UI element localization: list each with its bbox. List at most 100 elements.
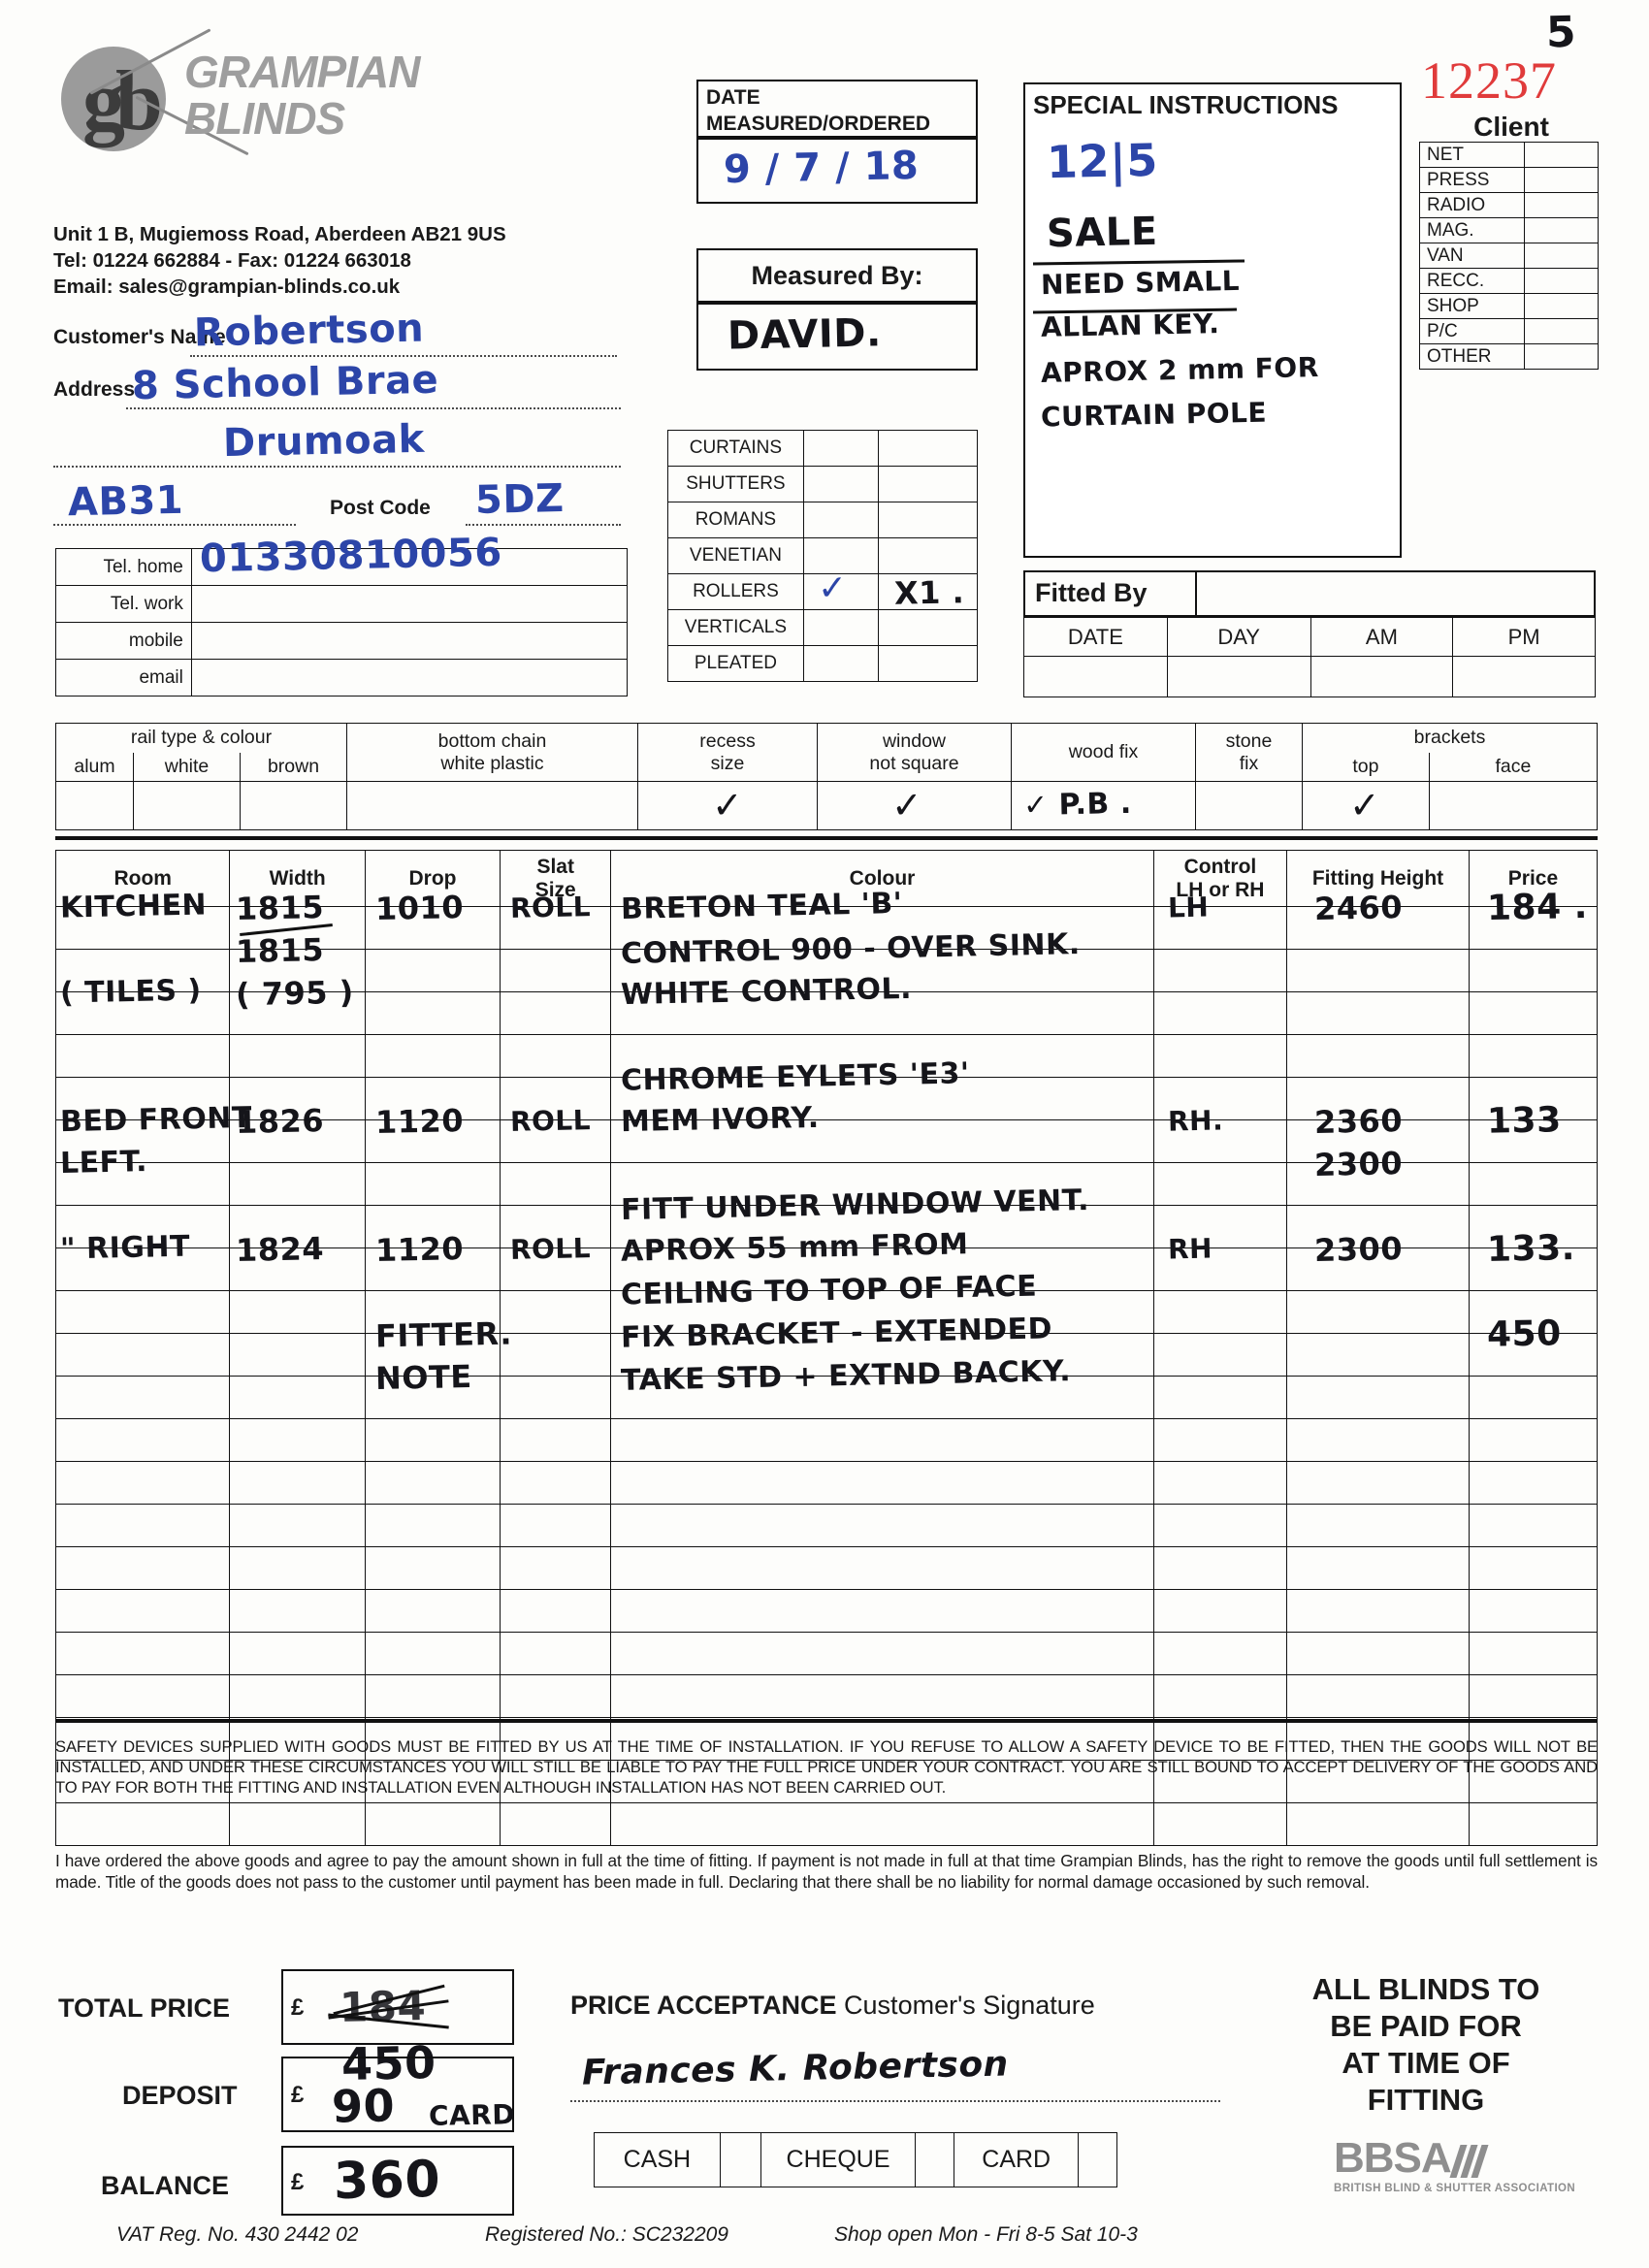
customer-name-field[interactable]: Customer's Name bbox=[53, 326, 226, 349]
payment-check-cash[interactable] bbox=[719, 2132, 761, 2187]
opt-val-alum[interactable] bbox=[55, 781, 134, 830]
item-cell-price[interactable] bbox=[1468, 991, 1599, 1035]
table-row[interactable]: NOTE TAKE STD + EXTND BACKY. bbox=[54, 1354, 1599, 1419]
item-cell-room[interactable] bbox=[54, 1290, 231, 1334]
product-row-pleated[interactable]: PLEATED bbox=[667, 645, 978, 682]
item-cell-fitting_height[interactable]: 2360 bbox=[1286, 1102, 1470, 1163]
item-cell-width[interactable]: ( 795 ) bbox=[229, 974, 366, 1035]
item-cell-empty[interactable] bbox=[1468, 1418, 1599, 1462]
item-cell-empty[interactable] bbox=[500, 1418, 612, 1462]
item-cell-room[interactable] bbox=[54, 1376, 231, 1419]
item-cell-empty[interactable] bbox=[364, 1418, 501, 1462]
item-cell-price[interactable] bbox=[1468, 1376, 1599, 1419]
item-cell-empty[interactable] bbox=[1286, 1461, 1470, 1505]
item-cell-empty[interactable] bbox=[54, 1546, 231, 1590]
table-row[interactable] bbox=[54, 1461, 1599, 1505]
date-measured-value-box[interactable]: 9 / 7 / 18 bbox=[696, 138, 978, 204]
item-cell-width[interactable] bbox=[229, 1034, 366, 1078]
item-cell-empty[interactable] bbox=[1468, 1504, 1599, 1547]
client-value-3[interactable] bbox=[1524, 217, 1599, 243]
item-cell-fitting_height[interactable] bbox=[1286, 1034, 1470, 1078]
balance-box[interactable]: £ 360 bbox=[281, 2146, 514, 2216]
client-value-1[interactable] bbox=[1524, 167, 1599, 193]
client-row-mag[interactable]: MAG. bbox=[1419, 217, 1599, 243]
item-cell-width[interactable] bbox=[229, 1376, 366, 1419]
item-cell-fitting_height[interactable] bbox=[1286, 1290, 1470, 1334]
contact-row-tel-work[interactable]: Tel. work bbox=[55, 585, 629, 623]
item-cell-control[interactable] bbox=[1152, 1162, 1288, 1206]
item-cell-empty[interactable] bbox=[229, 1674, 366, 1718]
contact-row-mobile[interactable]: mobile bbox=[55, 622, 629, 660]
table-row[interactable] bbox=[54, 1418, 1599, 1462]
client-value-0[interactable] bbox=[1524, 142, 1599, 168]
product-tick-4-cell[interactable]: ✓ bbox=[802, 568, 880, 610]
item-cell-price[interactable]: 184 . bbox=[1468, 887, 1599, 950]
item-cell-fitting_height[interactable]: 2300 bbox=[1286, 1230, 1470, 1291]
customer-address-field[interactable]: Address bbox=[53, 378, 135, 402]
item-cell-colour[interactable]: CEILING TO TOP OF FACE bbox=[610, 1270, 1154, 1334]
client-row-van[interactable]: VAN bbox=[1419, 243, 1599, 269]
item-cell-empty[interactable] bbox=[1468, 1632, 1599, 1675]
table-row[interactable]: BED FRONT 1826 1120 ROLL MEM IVORY. RH. 2360 13… bbox=[54, 1100, 1599, 1163]
item-cell-control[interactable] bbox=[1152, 991, 1288, 1035]
payment-check-cheque[interactable] bbox=[915, 2132, 955, 2187]
item-cell-empty[interactable] bbox=[229, 1632, 366, 1675]
item-cell-room[interactable] bbox=[54, 1333, 231, 1377]
contact-value-cell-0[interactable]: 01330810056 bbox=[190, 531, 629, 586]
item-cell-width[interactable]: 1826 bbox=[229, 1102, 366, 1163]
item-cell-empty[interactable] bbox=[1468, 1589, 1599, 1633]
item-cell-colour[interactable]: BRETON TEAL 'B' bbox=[610, 887, 1154, 950]
item-cell-fitting_height[interactable]: 2300 bbox=[1286, 1145, 1470, 1206]
item-cell-colour[interactable]: WHITE CONTROL. bbox=[610, 972, 1154, 1035]
item-cell-empty[interactable] bbox=[364, 1504, 501, 1547]
item-cell-room[interactable]: " RIGHT bbox=[54, 1230, 231, 1291]
item-cell-empty[interactable] bbox=[364, 1546, 501, 1590]
item-cell-empty[interactable] bbox=[1286, 1674, 1470, 1718]
item-cell-room[interactable]: BED FRONT bbox=[54, 1101, 252, 1163]
item-cell-room[interactable]: LEFT. bbox=[54, 1145, 231, 1206]
client-value-8[interactable] bbox=[1524, 343, 1599, 370]
item-cell-fitting_height[interactable] bbox=[1286, 1077, 1470, 1120]
item-cell-slat[interactable] bbox=[500, 949, 612, 992]
client-row-shop[interactable]: SHOP bbox=[1419, 293, 1599, 319]
item-cell-drop[interactable]: 1120 bbox=[364, 1102, 501, 1163]
table-row[interactable] bbox=[54, 1546, 1599, 1590]
item-cell-empty[interactable] bbox=[1468, 1717, 1599, 1761]
contact-value-cell-2[interactable] bbox=[190, 622, 629, 660]
item-cell-empty[interactable] bbox=[1468, 1461, 1599, 1505]
table-row[interactable] bbox=[54, 1632, 1599, 1675]
item-cell-width[interactable]: 1824 bbox=[229, 1230, 366, 1291]
item-cell-width[interactable] bbox=[229, 1290, 366, 1334]
item-cell-drop[interactable] bbox=[364, 1162, 501, 1206]
item-cell-width[interactable] bbox=[229, 1333, 366, 1377]
client-row-radio[interactable]: RADIO bbox=[1419, 192, 1599, 218]
item-cell-empty[interactable] bbox=[364, 1589, 501, 1633]
item-cell-slat[interactable]: ROLL bbox=[500, 891, 612, 950]
item-cell-room[interactable]: ( TILES ) bbox=[54, 973, 231, 1035]
opt-val-white[interactable] bbox=[133, 781, 241, 830]
item-cell-drop[interactable]: 1120 bbox=[364, 1230, 501, 1291]
contact-row-email[interactable]: email bbox=[55, 659, 629, 697]
item-cell-width[interactable] bbox=[229, 1162, 366, 1206]
item-cell-empty[interactable] bbox=[610, 1461, 1154, 1505]
product-tick-1[interactable] bbox=[802, 466, 880, 502]
item-cell-empty[interactable] bbox=[610, 1674, 1154, 1718]
opt-val-bottomchain[interactable] bbox=[346, 781, 638, 830]
fitted-by-val-2[interactable] bbox=[1310, 656, 1454, 697]
table-row[interactable]: FITTER. FIX BRACKET - EXTENDED 450 bbox=[54, 1312, 1599, 1377]
item-cell-empty[interactable] bbox=[1152, 1717, 1288, 1761]
client-row-press[interactable]: PRESS bbox=[1419, 167, 1599, 193]
item-cell-empty[interactable] bbox=[610, 1504, 1154, 1547]
product-note-1[interactable] bbox=[878, 466, 978, 502]
item-cell-empty[interactable] bbox=[500, 1674, 612, 1718]
product-row-venetian[interactable]: VENETIAN bbox=[667, 537, 978, 574]
opt-val-brackets-face[interactable] bbox=[1428, 781, 1599, 830]
item-cell-control[interactable] bbox=[1152, 949, 1288, 992]
product-row-shutters[interactable]: SHUTTERS bbox=[667, 466, 978, 502]
item-cell-empty[interactable] bbox=[364, 1674, 501, 1718]
opt-val-stonefix[interactable] bbox=[1195, 781, 1303, 830]
item-cell-price[interactable] bbox=[1468, 1162, 1599, 1206]
client-row-recc[interactable]: RECC. bbox=[1419, 268, 1599, 294]
item-cell-slat[interactable] bbox=[500, 1162, 612, 1206]
item-cell-empty[interactable] bbox=[1286, 1418, 1470, 1462]
